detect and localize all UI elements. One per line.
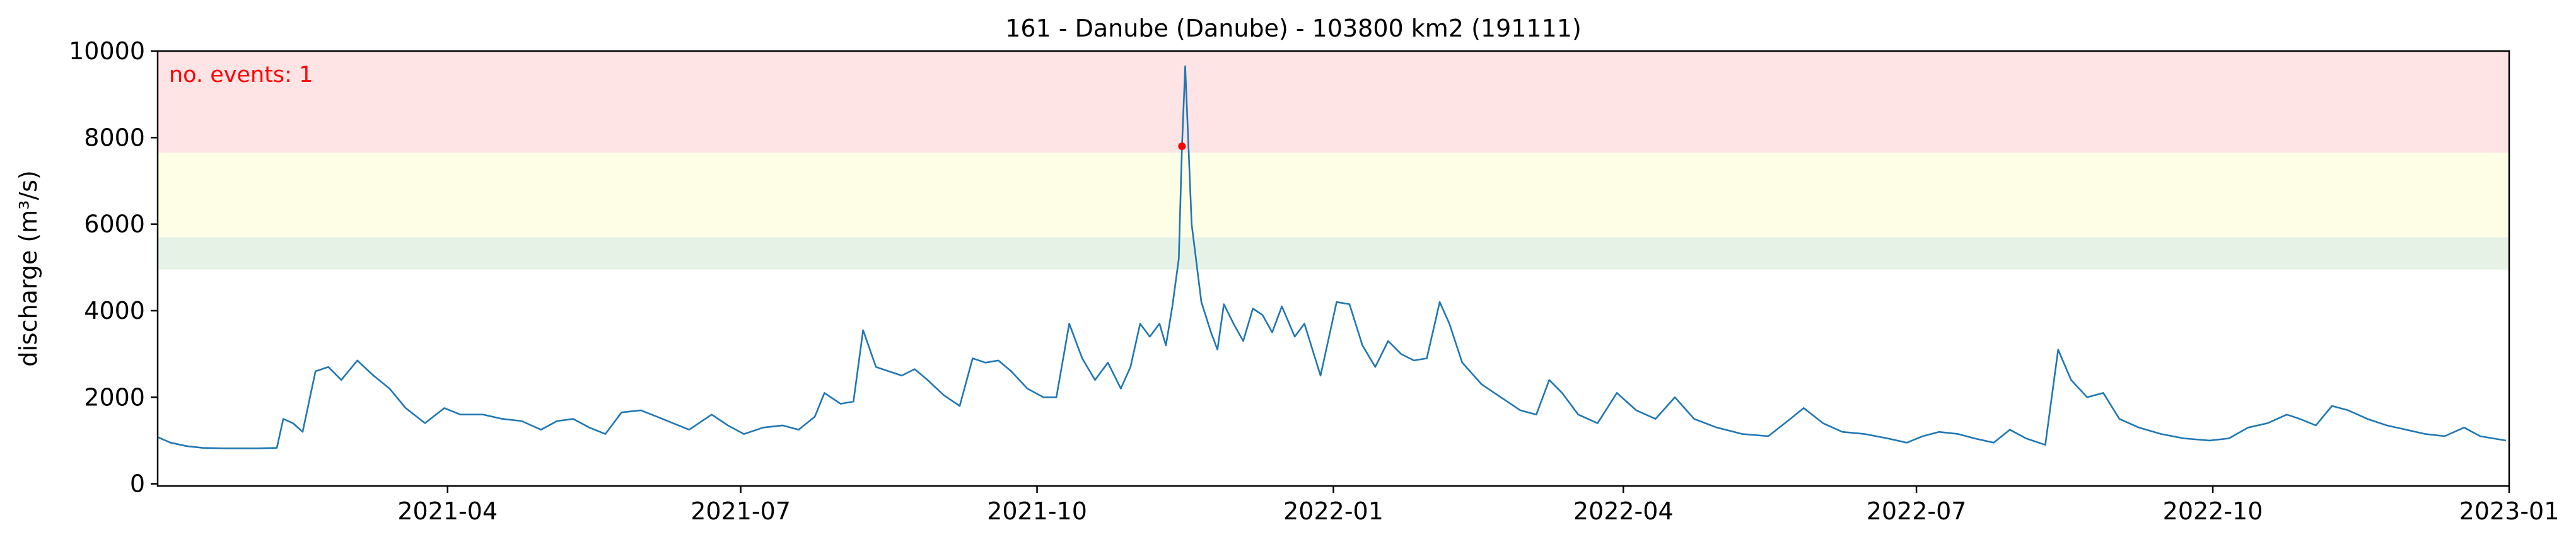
y-axis: 0 2000 4000 6000 8000 10000 [69,37,158,498]
x-tick-label-7: 2023-01 [2459,497,2560,525]
x-tick-label-5: 2022-07 [1867,497,1967,525]
y-tick-label-2: 4000 [84,297,145,325]
series-group [157,65,2507,449]
threshold-band-1 [158,153,2509,238]
x-tick-label-4: 2022-04 [1573,497,1674,525]
chart-title: 161 - Danube (Danube) - 103800 km2 (1911… [1005,14,1582,42]
x-tick-label-3: 2022-01 [1283,497,1384,525]
y-axis-label: discharge (m³/s) [15,170,42,367]
events-annotation: no. events: 1 [169,62,313,88]
x-tick-label-0: 2021-04 [397,497,498,525]
y-tick-label-5: 10000 [69,37,145,65]
x-tick-label-2: 2021-10 [987,497,1087,525]
y-tick-label-4: 8000 [84,124,145,151]
y-tick-label-0: 0 [130,470,145,498]
threshold-band-0 [158,237,2509,270]
event-marker [1178,142,1186,151]
x-tick-label-1: 2021-07 [691,497,791,525]
x-tick-label-6: 2022-10 [2163,497,2263,525]
x-axis: 2021-04 2021-07 2021-10 2022-01 2022-04 2022-… [397,486,2559,525]
threshold-band-2 [158,51,2509,153]
y-tick-label-3: 6000 [84,211,145,238]
y-tick-label-1: 2000 [84,383,145,411]
series-line-0 [157,65,2507,449]
threshold-bands [158,51,2509,270]
event-markers [1178,142,1186,151]
